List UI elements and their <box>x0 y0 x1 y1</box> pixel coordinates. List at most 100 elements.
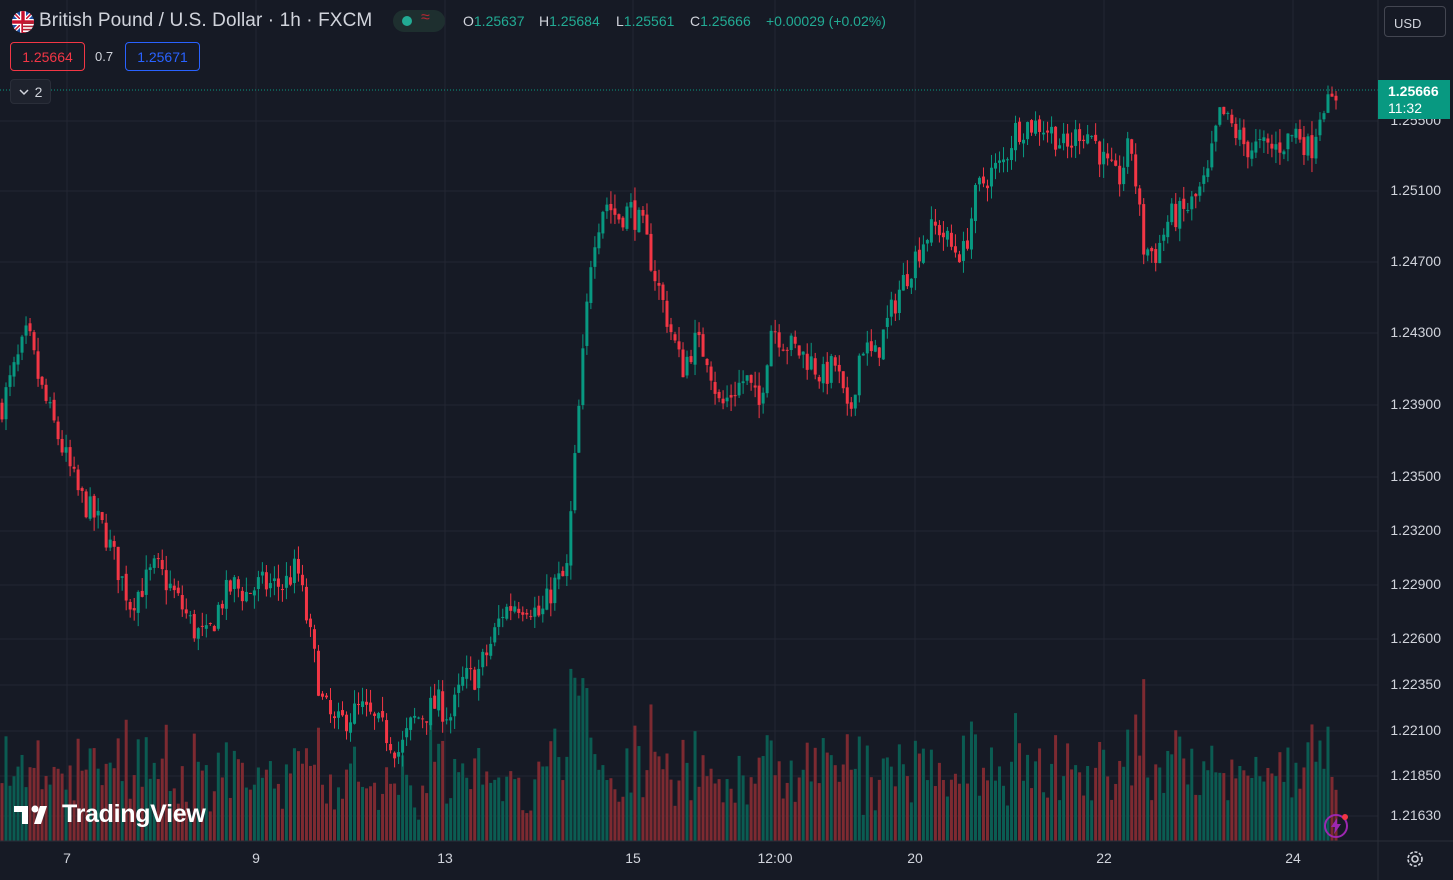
candle-body <box>881 329 885 360</box>
candle-body <box>248 592 252 594</box>
ohlc-close-value: 1.25666 <box>700 13 751 29</box>
candle-body <box>1094 134 1098 141</box>
volume-bar <box>1234 778 1238 841</box>
candle-body <box>505 606 509 619</box>
price-tick-label: 1.23200 <box>1390 522 1441 538</box>
sell-price-button[interactable]: 1.25664 <box>10 42 85 71</box>
candle-body <box>805 353 809 370</box>
candle-body <box>581 348 585 406</box>
price-change: +0.00029 (+0.02%) <box>766 13 886 29</box>
candle-body <box>148 567 152 571</box>
candle-body <box>1326 94 1330 113</box>
volume-bar <box>1278 752 1282 841</box>
candle-body <box>889 299 893 317</box>
candle-body <box>288 577 292 585</box>
volume-bar <box>977 795 981 841</box>
volume-bar <box>76 738 80 841</box>
candle-body <box>793 336 797 344</box>
lightning-icon[interactable] <box>1322 812 1350 840</box>
volume-bar <box>493 779 497 841</box>
volume-bar <box>401 755 405 841</box>
candle-body <box>20 336 24 353</box>
candle-body <box>1306 136 1310 156</box>
buy-price-button[interactable]: 1.25671 <box>125 42 200 71</box>
currency-select[interactable]: USD <box>1384 6 1446 37</box>
volume-bar <box>4 736 8 841</box>
candle-body <box>1098 141 1102 165</box>
candle-body <box>897 289 901 313</box>
volume-bar <box>601 765 605 841</box>
symbol-title[interactable]: British Pound / U.S. Dollar · 1h · FXCM <box>39 10 373 31</box>
volume-bar <box>1006 805 1010 841</box>
volume-bar <box>677 780 681 841</box>
candle-body <box>296 558 300 574</box>
candle-body <box>212 626 216 632</box>
candle-body <box>328 700 332 715</box>
volume-bar <box>64 789 68 841</box>
volume-bar <box>821 738 825 841</box>
candle-body <box>1186 210 1190 212</box>
volume-bar <box>729 788 733 841</box>
candle-body <box>445 719 449 721</box>
volume-bar <box>104 763 108 841</box>
ohlc-low: L1.25561 <box>616 13 674 29</box>
last-price-label: 1.25666 11:32 <box>1378 80 1450 119</box>
candle-body <box>232 577 236 589</box>
candle-body <box>453 694 457 717</box>
volume-bar <box>449 798 453 841</box>
volume-bar <box>1166 750 1170 841</box>
volume-bar <box>793 801 797 841</box>
candle-body <box>220 603 224 609</box>
candle-body <box>88 496 92 519</box>
volume-bar <box>224 742 228 841</box>
candle-body <box>1086 134 1090 144</box>
price-tick-label: 1.23900 <box>1390 396 1441 412</box>
volume-bar <box>1002 785 1006 841</box>
price-tick-label: 1.22900 <box>1390 576 1441 592</box>
candle-body <box>613 208 617 215</box>
candle-body <box>1178 201 1182 229</box>
candle-body <box>116 546 120 581</box>
volume-bar <box>8 785 12 841</box>
candle-body <box>921 244 925 263</box>
candle-body <box>609 203 613 211</box>
candle-body <box>1046 130 1050 133</box>
volume-bar <box>737 755 741 841</box>
volume-bar <box>252 784 256 841</box>
volume-bar <box>969 721 973 841</box>
market-status-pill[interactable] <box>393 10 445 32</box>
volume-bar <box>381 793 385 841</box>
candle-body <box>649 233 653 271</box>
volume-bar <box>1058 800 1062 841</box>
volume-bar <box>1326 726 1330 841</box>
settings-gear-icon[interactable] <box>1405 849 1425 869</box>
candle-body <box>316 650 320 696</box>
tradingview-logo[interactable]: TradingView <box>14 800 206 829</box>
candle-body <box>1298 129 1302 140</box>
indicators-toggle-button[interactable]: 2 <box>10 79 51 104</box>
volume-bar <box>80 770 84 841</box>
candle-body <box>725 397 729 402</box>
candle-body <box>873 345 877 352</box>
candle-body <box>405 728 409 738</box>
candle-body <box>1254 141 1258 153</box>
candle-body <box>401 739 405 753</box>
candle-body <box>268 583 272 589</box>
candle-body <box>569 511 573 566</box>
volume-bar <box>16 766 20 841</box>
volume-bar <box>156 779 160 841</box>
volume-bar <box>1130 785 1134 841</box>
volume-bar <box>973 734 977 841</box>
candle-body <box>797 345 801 356</box>
candle-body <box>829 356 833 383</box>
candle-body <box>244 591 248 602</box>
candlesticks <box>0 85 1338 768</box>
candle-body <box>485 652 489 656</box>
volume-bar <box>649 704 653 841</box>
candle-body <box>593 247 597 267</box>
candle-body <box>993 162 997 169</box>
candle-body <box>1290 135 1294 137</box>
candle-body <box>973 184 977 221</box>
volume-bar <box>961 735 965 841</box>
